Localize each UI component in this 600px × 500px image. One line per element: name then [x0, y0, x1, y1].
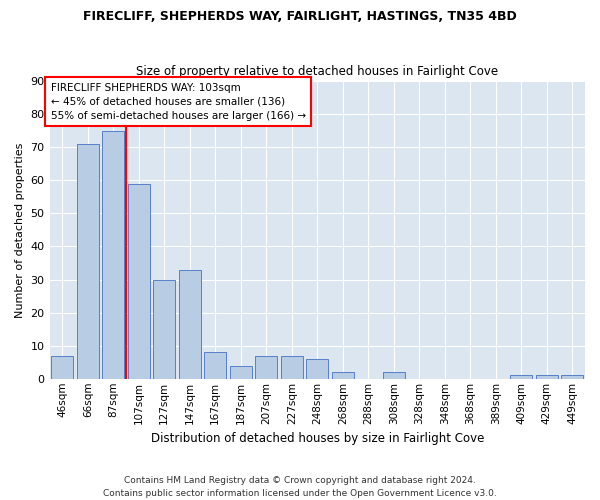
Bar: [332, 372, 353, 379]
Bar: [230, 366, 251, 379]
Bar: [103, 130, 124, 379]
Bar: [52, 356, 73, 379]
Bar: [154, 280, 175, 379]
Bar: [562, 376, 583, 379]
Bar: [383, 372, 404, 379]
Bar: [281, 356, 302, 379]
Bar: [511, 376, 532, 379]
Y-axis label: Number of detached properties: Number of detached properties: [15, 142, 25, 318]
Text: Contains HM Land Registry data © Crown copyright and database right 2024.
Contai: Contains HM Land Registry data © Crown c…: [103, 476, 497, 498]
Bar: [256, 356, 277, 379]
Bar: [536, 376, 557, 379]
Title: Size of property relative to detached houses in Fairlight Cove: Size of property relative to detached ho…: [136, 66, 499, 78]
Bar: [179, 270, 200, 379]
Bar: [307, 359, 328, 379]
Text: FIRECLIFF, SHEPHERDS WAY, FAIRLIGHT, HASTINGS, TN35 4BD: FIRECLIFF, SHEPHERDS WAY, FAIRLIGHT, HAS…: [83, 10, 517, 23]
X-axis label: Distribution of detached houses by size in Fairlight Cove: Distribution of detached houses by size …: [151, 432, 484, 445]
Bar: [205, 352, 226, 379]
Text: FIRECLIFF SHEPHERDS WAY: 103sqm
← 45% of detached houses are smaller (136)
55% o: FIRECLIFF SHEPHERDS WAY: 103sqm ← 45% of…: [50, 82, 306, 120]
Bar: [128, 184, 149, 379]
Bar: [77, 144, 98, 379]
